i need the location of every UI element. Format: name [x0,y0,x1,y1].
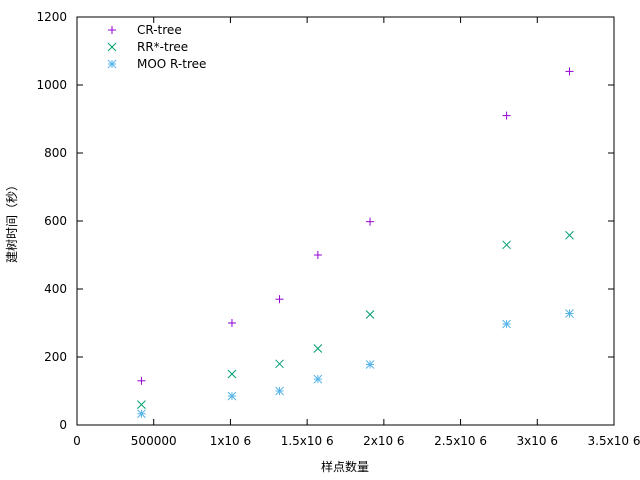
y-tick-label: 800 [44,146,67,160]
y-tick-label: 400 [44,282,67,296]
y-tick-label: 0 [59,418,67,432]
x-tick-label: 2x10 6 [363,434,404,448]
legend-label: RR*-tree [137,40,188,54]
data-point [275,386,284,396]
data-point [137,409,146,419]
legend-marker [108,26,116,34]
y-tick-label: 1200 [36,10,67,24]
data-point [365,310,375,319]
y-axis: 0 200 400 600 800 1000 1200 [36,10,614,432]
data-point [366,217,375,226]
data-point [137,400,146,409]
data-point [502,319,511,329]
data-point [313,251,322,259]
legend: CR-tree RR*-tree MOO R-tree [107,23,206,71]
data-points [137,67,574,419]
data-point [227,391,237,401]
data-point [227,319,236,327]
data-point [313,344,323,353]
legend-marker [107,59,117,69]
x-tick-label: 1.5x10 6 [281,434,334,448]
data-point [502,240,511,250]
legend-label: CR-tree [137,23,182,37]
x-axis-label: 样点数量 [321,459,369,474]
data-point [565,67,574,76]
x-axis: 0 500000 1x10 6 1.5x10 6 2x10 6 2.5x10 6 3x10 … [73,17,640,448]
y-axis-label: 建树时间（秒） [4,179,19,263]
data-point [365,360,375,369]
data-point [275,295,284,304]
y-tick-label: 1000 [36,78,67,92]
data-point [565,309,574,318]
y-tick-label: 600 [44,214,67,228]
x-tick-label: 3.5x10 6 [588,434,640,448]
x-tick-label: 2.5x10 6 [434,434,487,448]
data-point [137,376,146,385]
plot-frame [76,16,615,426]
data-point [502,111,511,120]
x-tick-label: 1x10 6 [210,434,251,448]
x-tick-label: 500000 [131,434,177,448]
x-tick-label: 0 [73,434,81,448]
data-point [565,230,574,240]
x-tick-label: 3x10 6 [517,434,558,448]
legend-label: MOO R-tree [137,57,206,71]
y-tick-label: 200 [44,350,67,364]
data-point [313,374,323,384]
data-point [227,369,237,379]
legend-marker [107,42,117,52]
data-point [275,359,284,369]
